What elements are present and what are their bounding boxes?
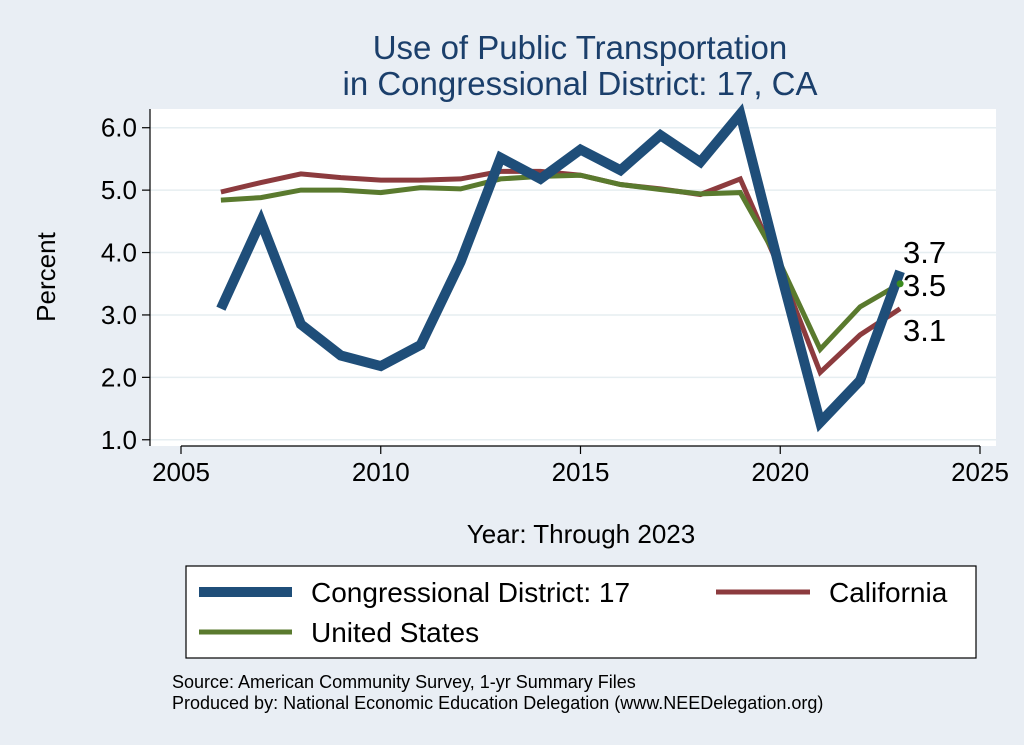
- y-tick-label: 6.0: [101, 113, 137, 143]
- x-ticks: 2005 2010 2015 2020 2025: [152, 446, 1009, 487]
- end-label-california: 3.1: [903, 313, 946, 348]
- legend: [185, 565, 977, 659]
- y-tick-label: 2.0: [101, 362, 137, 392]
- series-group: [216, 103, 905, 433]
- y-tick-label: 5.0: [101, 175, 137, 205]
- chart-title-line-2: in Congressional District: 17, CA: [342, 65, 817, 102]
- producer-note: Produced by: National Economic Education…: [172, 693, 823, 713]
- end-label-district: 3.7: [903, 235, 946, 270]
- legend-label-us: United States: [311, 617, 479, 648]
- x-tick-label: 2015: [552, 457, 610, 487]
- series-line-congressional-district-17: [216, 103, 905, 433]
- source-note: Source: American Community Survey, 1-yr …: [172, 672, 636, 692]
- grid-lines: [150, 126, 996, 441]
- y-axis-label: Percent: [31, 231, 61, 321]
- legend-label-california: California: [829, 577, 948, 608]
- x-tick-label: 2005: [152, 457, 210, 487]
- y-tick-label: 1.0: [101, 425, 137, 455]
- chart-title-line-1: Use of Public Transportation: [373, 29, 788, 66]
- x-tick-label: 2010: [352, 457, 410, 487]
- end-point-marker: [896, 280, 904, 288]
- y-ticks: 1.0 2.0 3.0 4.0 5.0 6.0: [101, 113, 150, 455]
- legend-label-district: Congressional District: 17: [311, 577, 630, 608]
- x-tick-label: 2025: [951, 457, 1009, 487]
- y-tick-label: 3.0: [101, 300, 137, 330]
- x-axis-label: Year: Through 2023: [467, 519, 695, 549]
- end-label-us: 3.5: [903, 268, 946, 303]
- x-tick-label: 2020: [751, 457, 809, 487]
- y-tick-label: 4.0: [101, 238, 137, 268]
